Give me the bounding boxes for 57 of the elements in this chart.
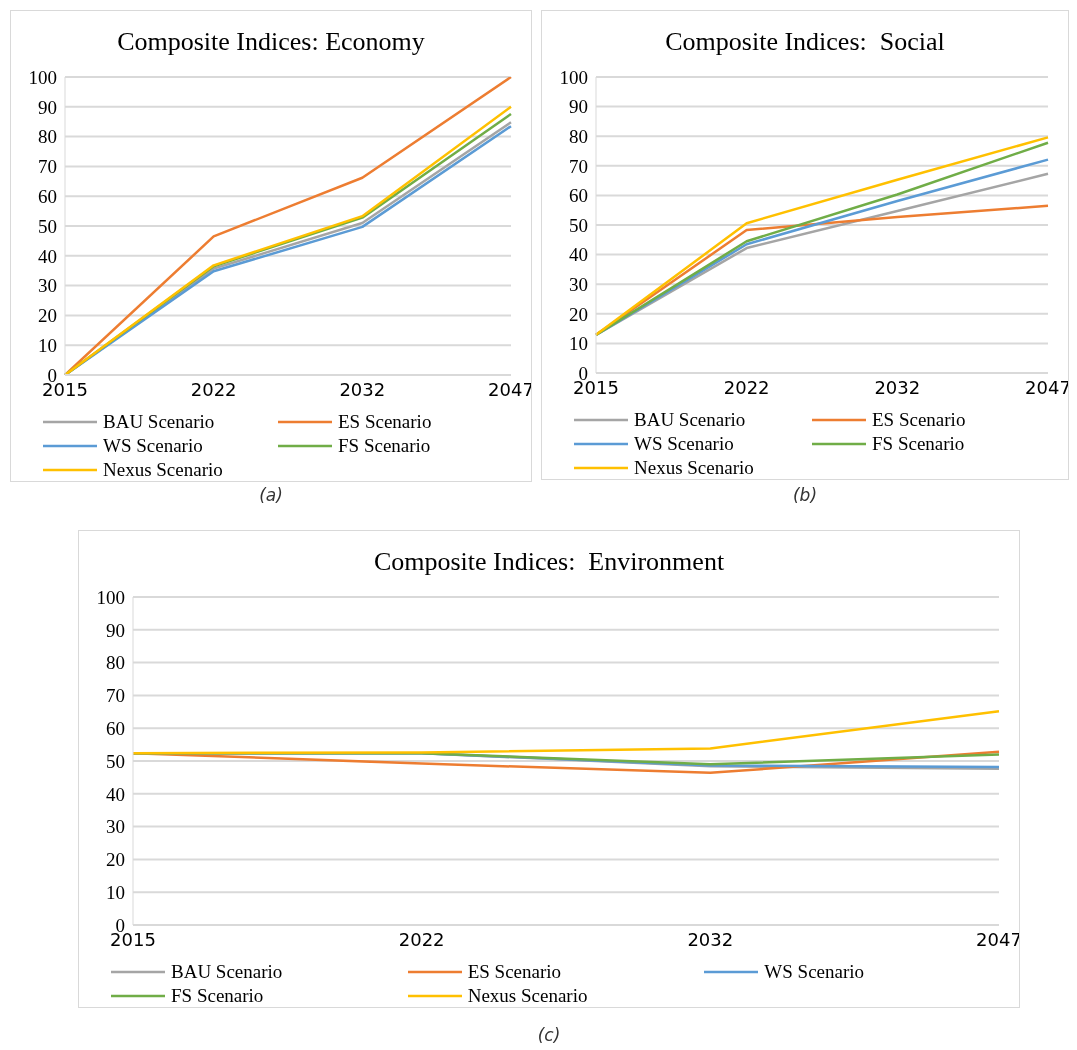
y-tick-label: 70	[38, 156, 57, 178]
y-tick-label: 80	[38, 126, 57, 148]
chart-title: Composite Indices: Social	[665, 27, 945, 56]
y-tick-label: 60	[106, 717, 125, 739]
text: (c)	[536, 1025, 562, 1045]
legend-label: BAU Scenario	[103, 411, 215, 433]
y-tick-label: 80	[569, 125, 588, 147]
y-tick-label: 20	[106, 849, 125, 871]
legend-label: FS Scenario	[171, 985, 264, 1007]
legend-label: WS Scenario	[764, 961, 865, 983]
legend-label: WS Scenario	[634, 433, 734, 455]
x-tick-label: 2032	[339, 378, 386, 400]
y-tick-label: 50	[569, 214, 588, 236]
legend-label: FS Scenario	[872, 433, 965, 455]
y-tick-label: 90	[569, 96, 588, 118]
chart-title: Composite Indices: Environment	[373, 547, 725, 576]
legend-label: ES Scenario	[338, 411, 432, 433]
legend-label: BAU Scenario	[171, 961, 283, 983]
legend-label: BAU Scenario	[634, 409, 746, 431]
y-tick-label: 80	[106, 652, 125, 674]
legend-label: Nexus Scenario	[103, 459, 223, 481]
y-tick-label: 40	[106, 783, 125, 805]
x-tick-label: 2032	[874, 376, 921, 398]
y-tick-label: 90	[38, 96, 57, 118]
y-tick-label: 10	[106, 881, 125, 903]
y-tick-label: 30	[569, 273, 588, 295]
y-tick-label: 20	[38, 305, 57, 327]
y-tick-label: 40	[569, 244, 588, 266]
y-tick-label: 90	[106, 619, 125, 641]
y-tick-label: 30	[38, 275, 57, 297]
y-tick-label: 100	[28, 66, 57, 88]
y-tick-label: 60	[569, 185, 588, 207]
y-tick-label: 40	[38, 245, 57, 267]
y-tick-label: 50	[38, 215, 57, 237]
x-tick-label: 2022	[190, 378, 237, 400]
y-tick-label: 100	[96, 586, 125, 608]
legend-label: Nexus Scenario	[634, 457, 754, 479]
text: (a)	[258, 485, 284, 505]
x-tick-label: 2032	[687, 928, 734, 950]
legend-label: Nexus Scenario	[467, 985, 588, 1007]
chart-title: Composite Indices: Economy	[117, 27, 425, 56]
y-tick-label: 10	[569, 333, 588, 355]
y-tick-label: 10	[38, 334, 57, 356]
legend-label: FS Scenario	[338, 435, 431, 457]
y-tick-label: 70	[569, 155, 588, 177]
y-tick-label: 50	[106, 750, 125, 772]
x-tick-label: 2022	[398, 928, 445, 950]
y-tick-label: 20	[569, 303, 588, 325]
x-tick-label: 2022	[723, 376, 770, 398]
y-tick-label: 70	[106, 685, 125, 707]
legend-label: WS Scenario	[103, 435, 203, 457]
legend-label: ES Scenario	[872, 409, 966, 431]
y-tick-label: 100	[559, 66, 588, 88]
y-tick-label: 30	[106, 816, 125, 838]
y-tick-label: 60	[38, 185, 57, 207]
text: (b)	[791, 485, 819, 505]
legend-label: ES Scenario	[467, 961, 562, 983]
